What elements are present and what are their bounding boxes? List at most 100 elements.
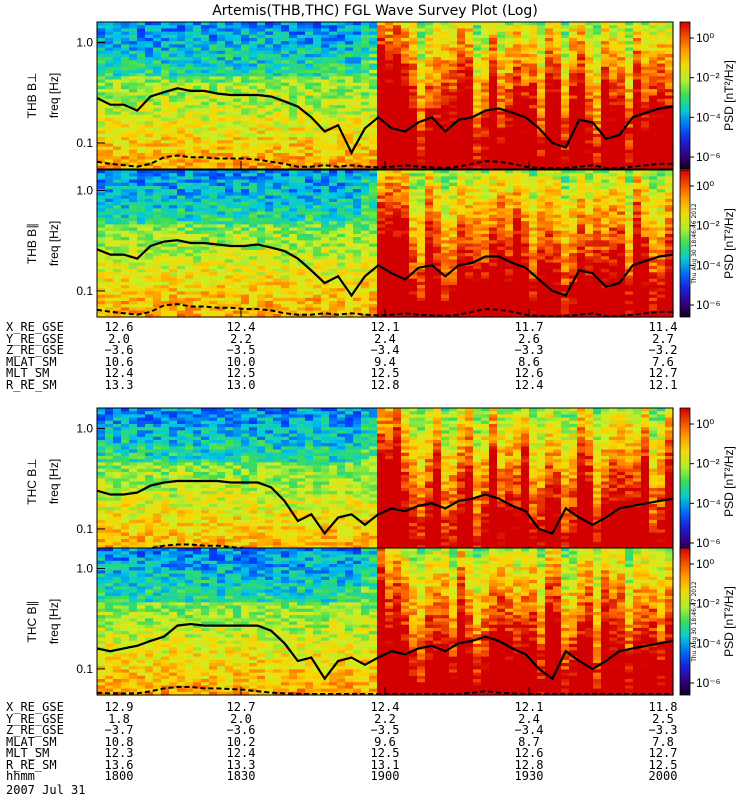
spectrogram-cell — [201, 165, 210, 170]
spectrogram-cell — [265, 92, 274, 97]
spectrogram-cell — [273, 66, 282, 71]
spectrogram-cell — [209, 44, 218, 49]
spectrogram-cell — [337, 25, 346, 29]
spectrogram-cell — [241, 50, 250, 55]
spectrogram-cell — [185, 28, 194, 33]
spectrogram-cell — [281, 63, 290, 68]
spectrogram-cell — [401, 47, 410, 52]
spectrogram-cell — [129, 105, 138, 109]
spectrogram-cell — [393, 25, 402, 29]
spectrogram-cell — [385, 22, 394, 26]
spectrogram-cell — [329, 53, 338, 58]
spectrogram-cell — [385, 69, 394, 74]
spectrogram-cell — [305, 156, 314, 161]
spectrogram-cell — [377, 57, 386, 61]
spectrogram-cell — [225, 140, 234, 145]
spectrogram-cell — [465, 53, 474, 58]
spectrogram-cell — [425, 146, 434, 151]
spectrogram-cell — [129, 156, 138, 161]
spectrogram-cell — [265, 114, 274, 119]
spectrogram-cell — [153, 162, 162, 167]
spectrogram-cell — [425, 69, 434, 74]
spectrogram-cell — [385, 53, 394, 58]
spectrogram-cell — [217, 105, 226, 109]
spectrogram-cell — [417, 31, 426, 36]
spectrogram-cell — [353, 57, 362, 61]
spectrogram-cell — [345, 111, 354, 116]
spectrogram-cell — [425, 98, 434, 103]
spectrogram-cell — [417, 153, 426, 157]
spectrogram-cell — [169, 130, 178, 135]
spectrogram-cell — [265, 105, 274, 109]
spectrogram-cell — [289, 57, 298, 61]
spectrogram-cell — [225, 66, 234, 71]
spectrogram-cell — [97, 156, 106, 161]
spectrogram-cell — [433, 156, 442, 161]
spectrogram-cell — [153, 57, 162, 61]
spectrogram-cell — [297, 92, 306, 97]
spectrogram-cell — [233, 101, 242, 106]
spectrogram-cell — [369, 73, 378, 77]
spectrogram-cell — [409, 149, 418, 154]
spectrogram-cell — [265, 60, 274, 65]
spectrogram-cell — [257, 85, 266, 90]
spectrogram-cell — [345, 53, 354, 58]
spectrogram-cell — [449, 85, 458, 90]
spectrogram-cell — [313, 53, 322, 58]
spectrogram-cell — [233, 162, 242, 167]
spectrogram-cell — [313, 127, 322, 132]
spectrogram-cell — [313, 98, 322, 103]
spectrogram-cell — [393, 114, 402, 119]
spectrogram-cell — [305, 98, 314, 103]
spectrogram-cell — [289, 98, 298, 103]
spectrogram-cell — [353, 53, 362, 58]
spectrogram-cell — [361, 140, 370, 145]
spectrogram-cell — [297, 149, 306, 154]
spectrogram-cell — [233, 44, 242, 49]
spectrogram-cell — [233, 95, 242, 100]
spectrogram-cell — [105, 117, 114, 122]
spectrogram-cell — [337, 140, 346, 145]
spectrogram-cell — [97, 105, 106, 109]
spectrogram-cell — [193, 37, 202, 42]
spectrogram-cell — [105, 44, 114, 49]
spectrogram-cell — [217, 137, 226, 141]
spectrogram-cell — [417, 44, 426, 49]
spectrogram-cell — [161, 37, 170, 42]
spectrogram-cell — [121, 121, 130, 125]
spectrogram-cell — [289, 73, 298, 77]
spectrogram-cell — [457, 22, 466, 26]
spectrogram-cell — [169, 108, 178, 113]
spectrogram-cell — [353, 34, 362, 39]
spectrogram-cell — [185, 121, 194, 125]
spectrogram-cell — [393, 146, 402, 151]
spectrogram-cell — [281, 165, 290, 170]
spectrogram-cell — [113, 47, 122, 52]
spectrogram-cell — [473, 57, 482, 61]
spectrogram-cell — [97, 57, 106, 61]
spectrogram-cell — [393, 69, 402, 74]
spectrogram-cell — [481, 28, 490, 33]
spectrogram-cell — [401, 108, 410, 113]
spectrogram-cell — [369, 153, 378, 157]
spectrogram-cell — [201, 92, 210, 97]
spectrogram-cell — [153, 22, 162, 26]
spectrogram-cell — [249, 153, 258, 157]
spectrogram-cell — [321, 101, 330, 106]
spectrogram-cell — [169, 41, 178, 45]
spectrogram-cell — [145, 124, 154, 129]
spectrogram-cell — [177, 149, 186, 154]
spectrogram-cell — [425, 159, 434, 164]
spectrogram-cell — [257, 111, 266, 116]
spectrogram-cell — [241, 37, 250, 42]
spectrogram-cell — [425, 37, 434, 42]
spectrogram-cell — [273, 89, 282, 93]
spectrogram-cell — [441, 22, 450, 26]
spectrogram-cell — [377, 162, 386, 167]
spectrogram-cell — [369, 89, 378, 93]
spectrogram-cell — [161, 130, 170, 135]
spectrogram-cell — [465, 153, 474, 157]
spectrogram-cell — [377, 82, 386, 87]
spectrogram-cell — [401, 50, 410, 55]
spectrogram-cell — [145, 76, 154, 81]
